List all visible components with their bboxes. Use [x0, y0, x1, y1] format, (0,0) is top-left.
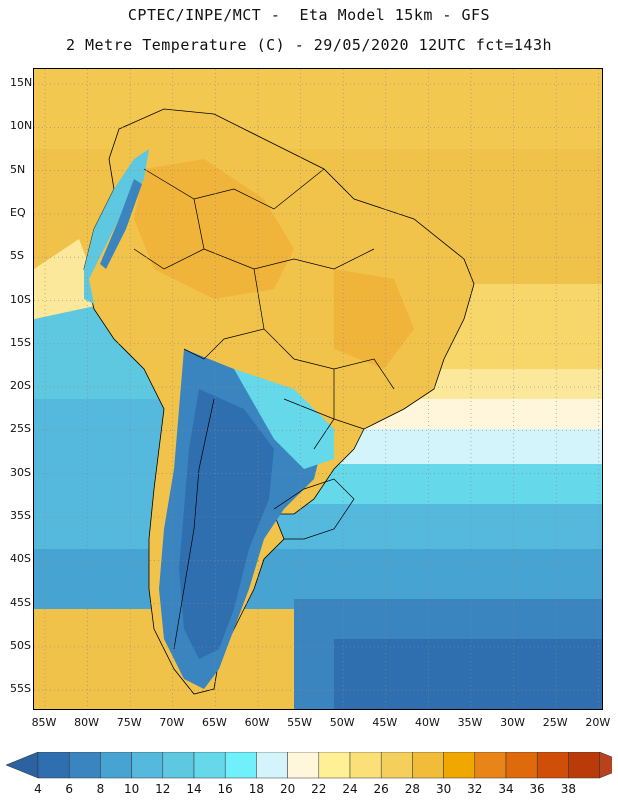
colorbar-segment	[68, 752, 101, 779]
colorbar-tick-label: 8	[96, 782, 105, 796]
colorbar-tick-label: 26	[373, 782, 389, 796]
map-title-line2: 2 Metre Temperature (C) - 29/05/2020 12U…	[65, 36, 553, 54]
colorbar-under-arrow	[6, 752, 39, 779]
map-title-line1: CPTEC/INPE/MCT - Eta Model 15km - GFS	[127, 6, 491, 24]
colorbar-tick-label: 32	[467, 782, 483, 796]
longitude-label: 30W	[500, 716, 526, 729]
colorbar-tick-label: 28	[404, 782, 421, 796]
longitude-label: 55W	[287, 716, 313, 729]
colorbar-segment	[131, 752, 164, 779]
longitude-label: 25W	[542, 716, 568, 729]
colorbar-segment	[474, 752, 507, 779]
latitude-label: 20S	[10, 379, 31, 393]
longitude-label: 75W	[116, 716, 142, 729]
latitude-label: 15S	[10, 335, 31, 349]
colorbar-tick-label: 34	[498, 782, 514, 796]
colorbar-tick-label: 4	[34, 782, 42, 796]
temperature-colorbar	[6, 752, 612, 779]
map-canvas	[34, 69, 602, 709]
colorbar-tick-label: 24	[342, 782, 358, 796]
colorbar-tick-label: 20	[279, 782, 296, 796]
longitude-label: 70W	[159, 716, 185, 729]
longitude-label: 60W	[244, 716, 270, 729]
colorbar-tick-label: 16	[217, 782, 233, 796]
colorbar-segment	[318, 752, 351, 779]
latitude-label: 15N	[10, 76, 33, 89]
longitude-label: 50W	[329, 716, 355, 729]
latitude-label: 25S	[10, 422, 31, 436]
longitude-label: 85W	[31, 716, 57, 729]
colorbar-segment	[224, 752, 257, 779]
colorbar-tick-label: 12	[155, 782, 171, 796]
colorbar-tick-label: 18	[248, 782, 265, 796]
latitude-label: 55S	[10, 682, 31, 696]
latitude-label: 30S	[10, 465, 31, 479]
colorbar-segment	[193, 752, 226, 779]
colorbar-tick-label: 22	[311, 782, 327, 796]
temperature-map	[33, 68, 603, 710]
colorbar-tick-label: 14	[186, 782, 202, 796]
latitude-label: 45S	[10, 595, 31, 609]
latitude-label: 10S	[10, 292, 31, 306]
latitude-label: 50S	[10, 638, 31, 652]
colorbar-segment	[287, 752, 320, 779]
colorbar-segment	[412, 752, 444, 779]
longitude-label: 45W	[372, 716, 398, 729]
country-borders	[133, 168, 395, 650]
colorbar-over-arrow	[599, 752, 612, 779]
colorbar-segment	[100, 752, 132, 779]
latitude-label: 5S	[10, 249, 24, 263]
latitude-label: 35S	[10, 509, 31, 522]
colorbar-tick-label: 38	[560, 782, 577, 796]
longitude-label: 80W	[74, 716, 100, 729]
colorbar-segment	[536, 752, 569, 779]
longitude-label: 35W	[457, 716, 483, 729]
colorbar-segment	[37, 752, 70, 779]
latitude-label: EQ	[10, 205, 26, 219]
latitude-label: 5N	[10, 162, 26, 176]
longitude-label: 20W	[585, 716, 611, 729]
colorbar-tick-label: 6	[65, 782, 73, 796]
graticule	[34, 69, 602, 709]
colorbar-segment	[349, 752, 382, 779]
longitude-label: 40W	[414, 716, 440, 729]
colorbar-segment	[380, 752, 413, 779]
colorbar-segment	[162, 752, 195, 779]
colorbar-segment	[568, 752, 600, 779]
colorbar-tick-label: 30	[435, 782, 452, 796]
colorbar-tick-label: 10	[123, 782, 140, 796]
colorbar-segment	[505, 752, 538, 779]
colorbar-segment	[443, 752, 476, 779]
longitude-label: 65W	[201, 716, 227, 729]
latitude-label: 40S	[10, 552, 31, 566]
latitude-label: 10N	[10, 119, 33, 133]
colorbar-segment	[256, 752, 288, 779]
colorbar-tick-label: 36	[529, 782, 545, 796]
